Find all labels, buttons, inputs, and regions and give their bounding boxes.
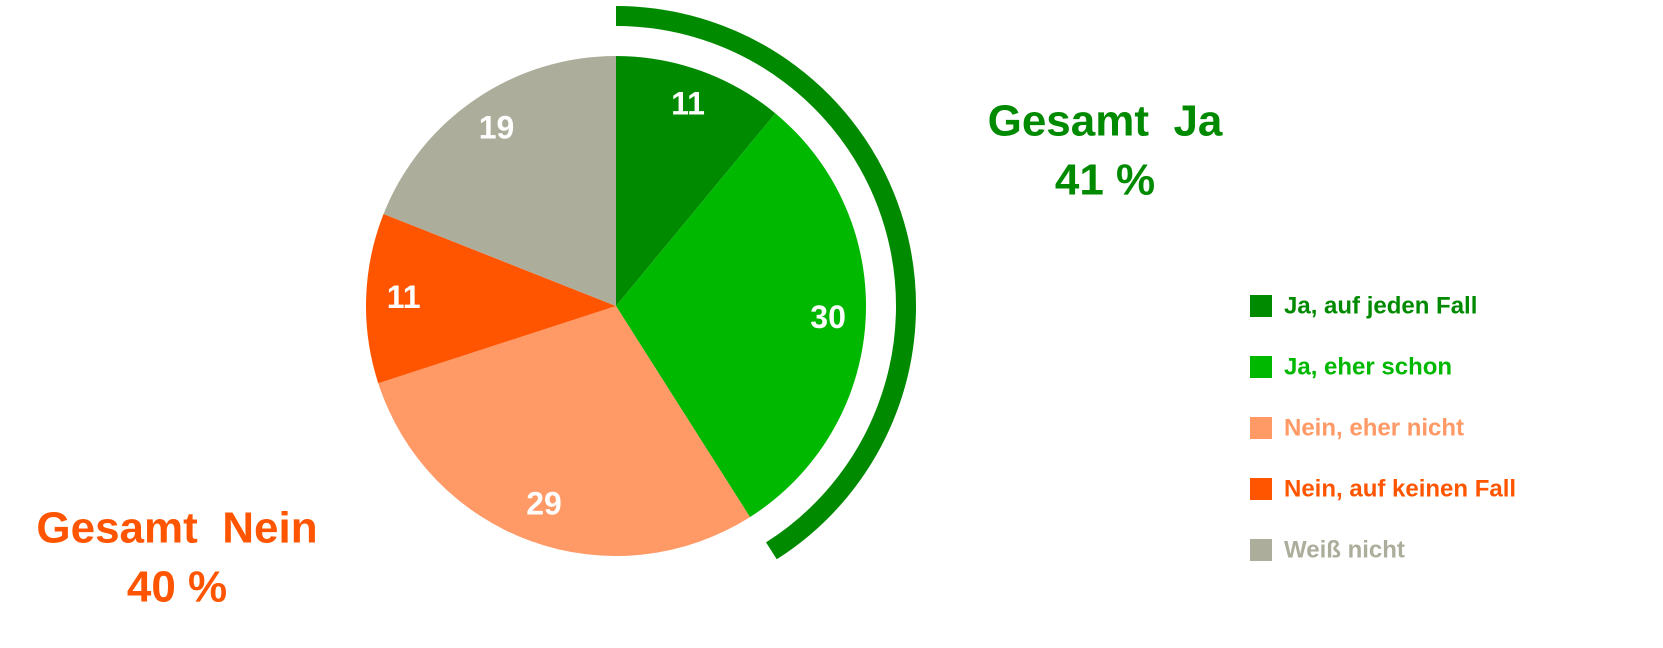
legend-swatch (1250, 356, 1272, 378)
value-label: 30 (810, 299, 846, 335)
legend-label: Ja, auf jeden Fall (1284, 292, 1477, 319)
annotation: 40 % (127, 563, 227, 612)
legend-swatch (1250, 417, 1272, 439)
legend-label: Nein, eher nicht (1284, 414, 1464, 441)
annotation: Gesamt Ja (988, 97, 1223, 146)
pie-slice (365, 213, 616, 384)
annotation: 41 % (1055, 156, 1155, 205)
value-label: 29 (526, 485, 562, 521)
group-arc (615, 6, 916, 560)
pie-slice (383, 56, 616, 306)
pie-slice (378, 306, 750, 557)
value-label: 11 (387, 279, 421, 315)
legend-label: Weiß nicht (1284, 536, 1405, 563)
legend-label: Nein, auf keinen Fall (1284, 475, 1516, 502)
legend-swatch (1250, 539, 1272, 561)
annotation: Gesamt Nein (36, 504, 317, 553)
value-label: 11 (671, 86, 705, 122)
pie-slice (616, 56, 776, 306)
legend-label: Ja, eher schon (1284, 353, 1452, 380)
legend-swatch (1250, 478, 1272, 500)
pie-slice (616, 113, 866, 518)
legend-swatch (1250, 295, 1272, 317)
value-label: 19 (479, 110, 515, 146)
